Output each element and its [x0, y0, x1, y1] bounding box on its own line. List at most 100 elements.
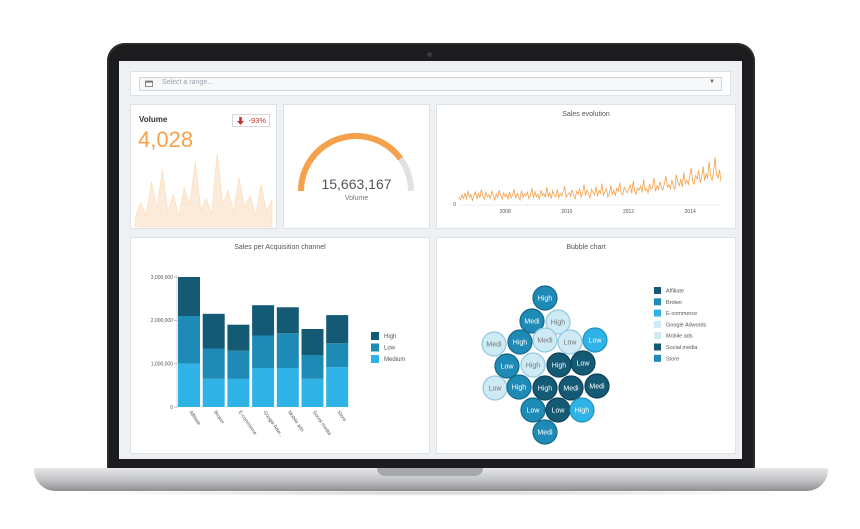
bubble-circle[interactable]: [584, 373, 610, 399]
bubble-circle[interactable]: [569, 397, 595, 423]
legend-label[interactable]: Broker: [666, 300, 682, 306]
bubble-label: Medi: [537, 338, 553, 345]
bubble-label: Low: [489, 386, 503, 393]
bubble-circle[interactable]: [532, 375, 558, 401]
laptop-shadow: [60, 490, 800, 496]
bar-segment-medium[interactable]: [252, 368, 275, 407]
bubble[interactable]: High: [569, 397, 595, 423]
webcam-icon: [427, 52, 432, 57]
bubble-label: Low: [577, 361, 591, 368]
legend-label[interactable]: Low: [384, 346, 396, 352]
legend-label[interactable]: Google Adwords: [666, 322, 707, 328]
bubble[interactable]: High: [546, 352, 572, 378]
bar-segment-low[interactable]: [227, 350, 250, 379]
bubble-circle[interactable]: [507, 329, 533, 355]
bubble[interactable]: High: [507, 329, 533, 355]
bar-segment-low[interactable]: [252, 335, 275, 369]
bubble-circle[interactable]: [557, 329, 583, 355]
bar-segment-medium[interactable]: [301, 378, 324, 407]
volume-gauge: [298, 133, 414, 192]
bar-segment-low[interactable]: [301, 355, 324, 379]
volume-sparkline: [134, 153, 273, 228]
x-tick-label: E-commerce: [237, 410, 258, 437]
bubble[interactable]: High: [532, 285, 558, 311]
bubble-circle[interactable]: [520, 352, 546, 378]
bubble[interactable]: Low: [582, 327, 608, 353]
legend-label[interactable]: High: [384, 334, 396, 340]
bar-segment-medium[interactable]: [227, 378, 250, 407]
bar-segment-high[interactable]: [326, 315, 349, 344]
legend-swatch: [654, 287, 661, 294]
bubble[interactable]: Medi: [532, 327, 558, 353]
bubble-circle[interactable]: [532, 327, 558, 353]
bubble[interactable]: Medi: [584, 373, 610, 399]
sales-evolution-title: Sales evolution: [562, 111, 610, 118]
x-tick-label: Google Adw...: [261, 410, 284, 439]
bubble-label: High: [538, 296, 553, 303]
bubble[interactable]: High: [545, 309, 571, 335]
bubble[interactable]: Low: [482, 375, 508, 401]
bubble-label: Low: [527, 408, 541, 415]
range-select[interactable]: Select a range... ▼: [139, 77, 722, 91]
bar-segment-low[interactable]: [178, 316, 200, 364]
legend-label[interactable]: Medium: [384, 357, 405, 363]
change-badge: -93%: [232, 114, 270, 127]
bubble-label: Medi: [486, 342, 502, 349]
x-tick-label: 2008: [500, 209, 511, 215]
bar-segment-low[interactable]: [276, 333, 299, 368]
bubble[interactable]: High: [532, 375, 558, 401]
bar-segment-high[interactable]: [276, 307, 299, 334]
legend-label[interactable]: Mobile ads: [666, 334, 693, 340]
bubble[interactable]: Low: [494, 353, 520, 379]
volume-label: Volume: [139, 115, 168, 124]
chevron-down-icon[interactable]: ▼: [709, 79, 715, 85]
bubble-title: Bubble chart: [566, 244, 606, 251]
bar-segment-medium[interactable]: [178, 363, 200, 407]
bubble-circle[interactable]: [481, 331, 507, 357]
bubble[interactable]: High: [520, 352, 546, 378]
legend-label[interactable]: Store: [666, 356, 679, 362]
x-tick-label: 2012: [623, 209, 634, 215]
bar-segment-medium[interactable]: [326, 367, 349, 407]
bar-segment-medium[interactable]: [202, 378, 225, 407]
bar-segment-high[interactable]: [178, 277, 200, 316]
legend-label[interactable]: Social media: [666, 345, 698, 351]
legend-label[interactable]: Affiliate: [666, 289, 684, 295]
bubble[interactable]: Low: [520, 397, 546, 423]
bar-segment-low[interactable]: [202, 348, 225, 379]
bubble-circle[interactable]: [545, 309, 571, 335]
bubble-label: High: [512, 385, 527, 392]
bubble-circle[interactable]: [519, 308, 545, 334]
bubble-circle[interactable]: [532, 419, 558, 445]
bubble[interactable]: Medi: [558, 375, 584, 401]
bubble[interactable]: Low: [557, 329, 583, 355]
legend-swatch: [654, 343, 661, 351]
bar-segment-high[interactable]: [252, 305, 275, 336]
range-placeholder: Select a range...: [162, 79, 213, 86]
bubble-circle[interactable]: [532, 285, 558, 311]
bubble-label: High: [513, 340, 528, 347]
bubble-circle[interactable]: [494, 353, 520, 379]
bubble[interactable]: Low: [570, 350, 596, 376]
bar-segment-high[interactable]: [202, 313, 225, 349]
bubble[interactable]: High: [506, 374, 532, 400]
bubble[interactable]: Medi: [481, 331, 507, 357]
bubble-label: Medi: [589, 384, 605, 391]
bubble-circle[interactable]: [506, 374, 532, 400]
y-tick-label: 3,000,000: [151, 275, 173, 281]
bar-segment-high[interactable]: [301, 329, 324, 355]
bar-segment-medium[interactable]: [276, 368, 299, 407]
bubble[interactable]: Medi: [532, 419, 558, 445]
bar-segment-low[interactable]: [326, 343, 349, 368]
bubble[interactable]: Medi: [519, 308, 545, 334]
bubble-circle[interactable]: [520, 397, 546, 423]
y-tick-label: 0: [453, 202, 456, 208]
bubble-circle[interactable]: [582, 327, 608, 353]
bubble-circle[interactable]: [570, 350, 596, 376]
bar-segment-high[interactable]: [227, 324, 250, 351]
bubble[interactable]: Low: [545, 397, 571, 423]
bubble-circle[interactable]: [558, 375, 584, 401]
acquisition-bar-chart: 0 1,000,000 2,000,000 3,000,000 Affiliate Bro…: [151, 275, 406, 439]
legend-label[interactable]: E-commerce: [666, 311, 697, 317]
acquisition-title: Sales per Acquisition channel: [234, 244, 326, 251]
